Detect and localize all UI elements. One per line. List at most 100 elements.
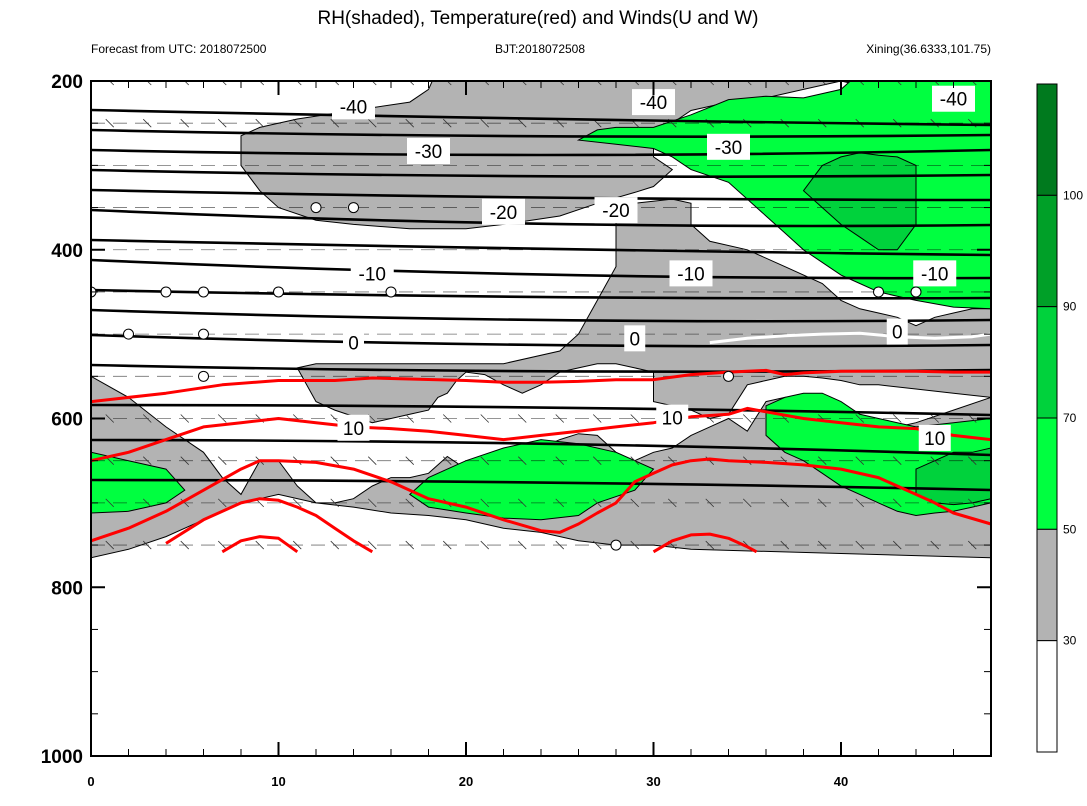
- wind-barb: [967, 498, 977, 508]
- calm-wind-marker: [198, 370, 209, 382]
- wind-barb: [742, 498, 752, 508]
- rh-region-50-70-5: [408, 439, 655, 521]
- isotherm-line: [91, 168, 991, 178]
- temperature-contour-20-5: [652, 532, 758, 554]
- wind-barb: [180, 498, 190, 508]
- wind-barb: [709, 81, 715, 86]
- isotherm-line: [91, 238, 991, 257]
- wind-barb: [367, 498, 377, 508]
- wind-barb: [221, 81, 227, 86]
- contour-label-box: [669, 260, 713, 287]
- y-tick-label: 1000: [41, 747, 83, 768]
- colorbar-label: 90: [1063, 300, 1077, 314]
- contour-label-box: [350, 260, 394, 287]
- x-tick-label: 30: [646, 774, 660, 789]
- left-subtitle: Forecast from UTC: 2018072500: [91, 42, 267, 56]
- y-tick-label: 200: [51, 72, 83, 93]
- wind-barb: [555, 540, 565, 550]
- wind-barb: [405, 414, 415, 423]
- wind-barb: [630, 456, 640, 465]
- wind-barb: [217, 540, 227, 550]
- wind-barb: [146, 81, 152, 86]
- wind-barb: [667, 498, 677, 508]
- contour-label: -40: [940, 90, 967, 111]
- wind-barb: [442, 456, 452, 465]
- calm-wind-marker: [610, 539, 622, 551]
- wind-barb: [855, 540, 865, 550]
- wind-barb: [442, 540, 452, 550]
- contour-label: 0: [348, 334, 359, 355]
- wind-barb: [930, 456, 940, 465]
- wind-barb: [855, 498, 865, 508]
- calm-wind-marker: [160, 286, 172, 298]
- colorbar-swatch: [1036, 194, 1058, 308]
- wind-barb: [892, 456, 902, 465]
- isotherm-line: [91, 288, 991, 300]
- contour-label: 10: [662, 409, 683, 430]
- wind-barb: [517, 540, 527, 550]
- wind-barb: [859, 81, 865, 86]
- contour-label: -30: [715, 138, 742, 159]
- wind-barb: [930, 540, 940, 550]
- temperature-contour-10-0: [91, 368, 991, 404]
- wind-barb: [521, 81, 527, 86]
- wind-barb: [559, 81, 565, 86]
- wind-barb: [817, 540, 827, 550]
- wind-barb: [109, 81, 115, 86]
- wind-barb: [971, 81, 977, 86]
- wind-barb: [480, 456, 490, 465]
- contour-label-box: [656, 404, 689, 431]
- wind-barb: [592, 498, 602, 508]
- wind-barb: [330, 118, 340, 128]
- calm-wind-marker: [310, 202, 322, 214]
- wind-barb: [746, 81, 752, 86]
- contour-label-box: [343, 329, 364, 356]
- contour-label-box: [932, 85, 975, 112]
- wind-barb: [855, 456, 865, 465]
- wind-barb: [555, 498, 565, 508]
- x-tick-label: 40: [834, 774, 848, 789]
- wind-barb: [480, 118, 490, 128]
- wind-barb: [292, 498, 302, 508]
- wind-barb: [105, 498, 115, 508]
- contour-label-box: [913, 260, 957, 287]
- contour-label: -10: [359, 264, 386, 285]
- calm-wind-markers: [91, 202, 922, 551]
- contour-label-box: [594, 197, 638, 224]
- isotherm-line: [91, 258, 991, 280]
- isotherm-line: [91, 128, 991, 138]
- wind-barb: [330, 456, 340, 465]
- wind-barb: [292, 118, 302, 128]
- wind-barb: [555, 414, 565, 423]
- wind-barb: [371, 81, 377, 86]
- wind-barb: [634, 81, 640, 86]
- temperature-contour-0-6: [709, 331, 991, 345]
- wind-barb: [630, 414, 640, 423]
- wind-barb: [784, 81, 790, 86]
- wind-barb: [405, 118, 415, 128]
- isotherm-line: [91, 208, 991, 228]
- wind-barb: [330, 498, 340, 508]
- colorbar-label: 100: [1063, 188, 1083, 202]
- calm-wind-marker: [273, 286, 284, 298]
- contour-label: 10: [343, 419, 364, 440]
- temperature-contour-10-2: [91, 457, 991, 543]
- wind-barb: [446, 81, 452, 86]
- contour-label-box: [918, 424, 951, 451]
- wind-barb: [780, 540, 790, 550]
- wind-barb: [367, 456, 377, 465]
- calm-wind-marker: [873, 286, 884, 298]
- wind-barb: [105, 414, 115, 423]
- wind-barb: [180, 414, 190, 423]
- colorbar-swatch: [1036, 83, 1058, 196]
- wind-barb: [142, 414, 152, 423]
- wind-barb: [142, 118, 152, 128]
- wind-barb: [896, 81, 902, 86]
- wind-barb: [142, 498, 152, 508]
- contour-label-box: [707, 133, 750, 160]
- wind-barb: [967, 414, 977, 423]
- wind-barb: [780, 498, 790, 508]
- isotherm-line: [91, 148, 991, 157]
- y-tick-label: 800: [51, 578, 83, 599]
